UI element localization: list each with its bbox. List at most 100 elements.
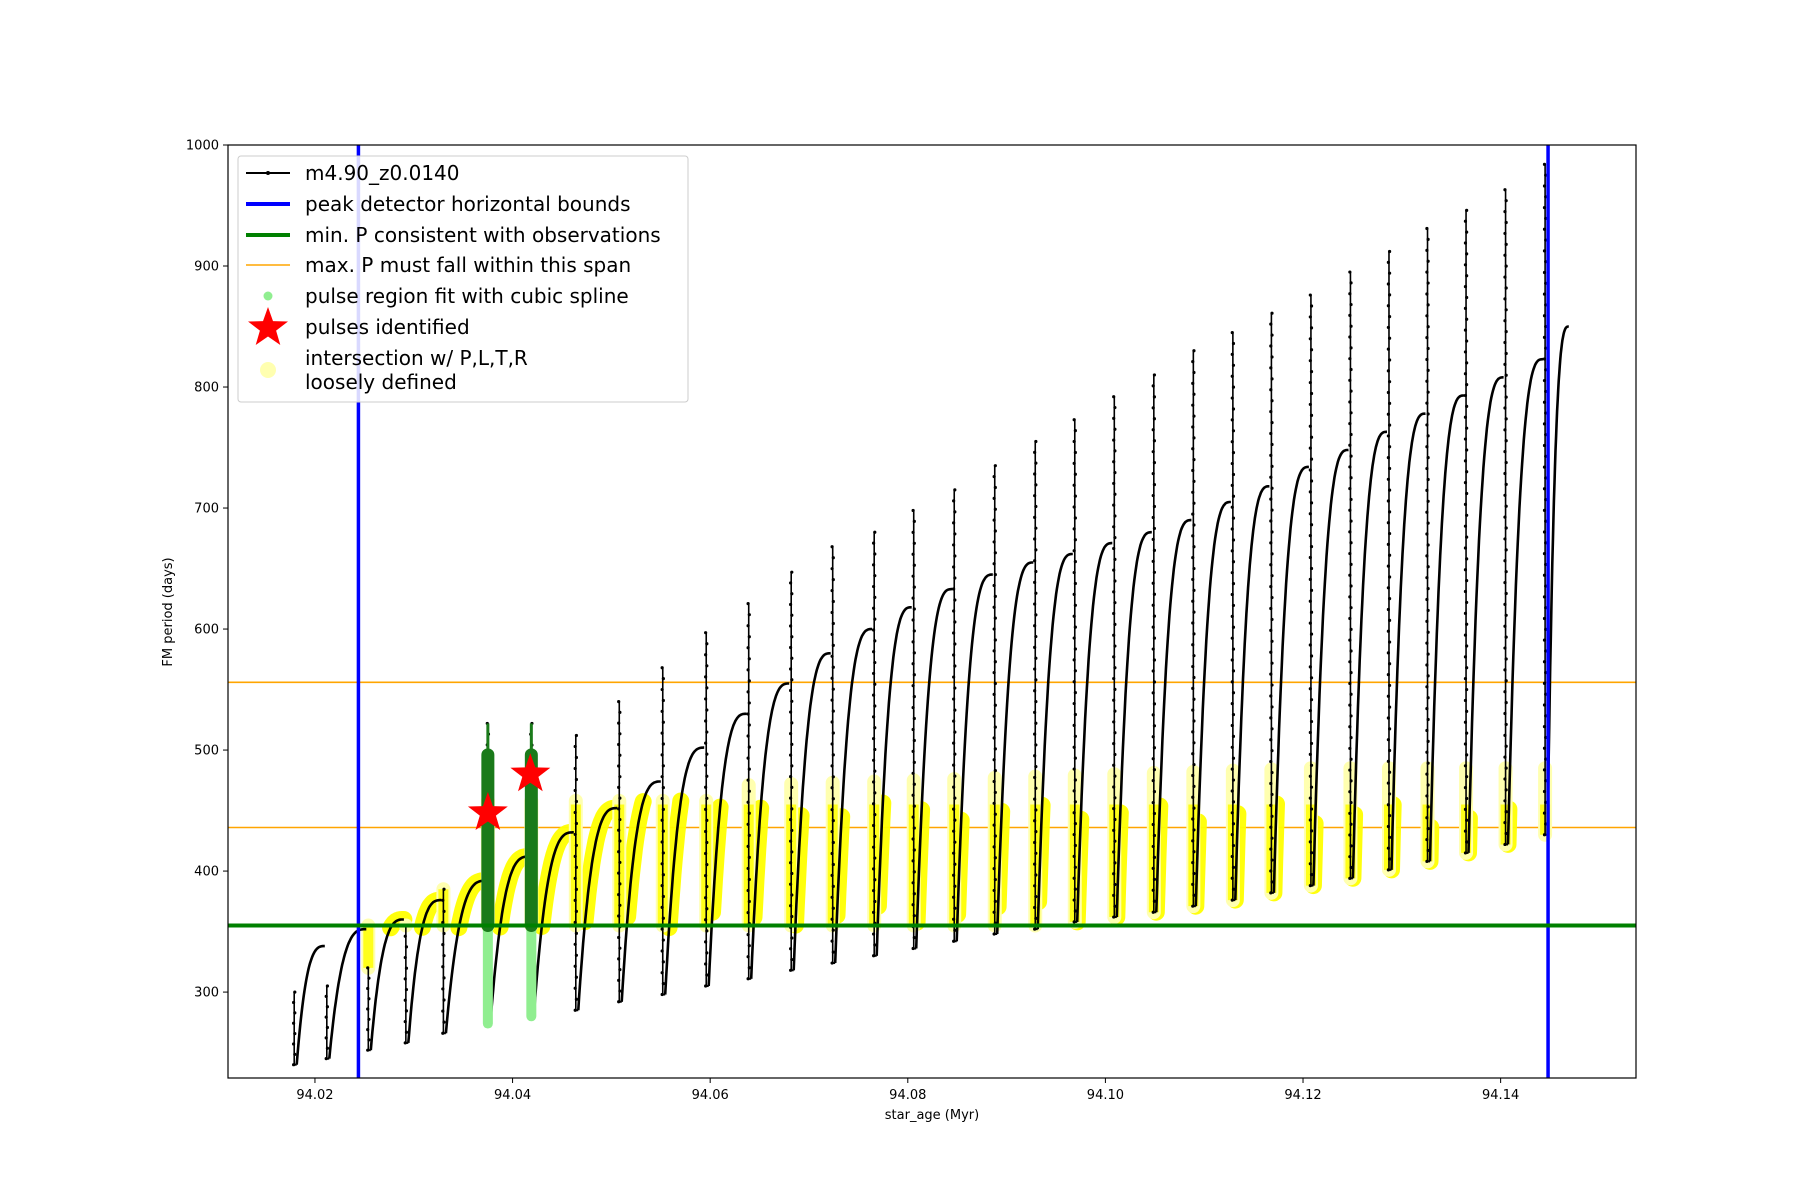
track-point: [1112, 633, 1116, 637]
track-point: [1152, 373, 1157, 377]
track-point: [403, 955, 407, 960]
track-point: [1504, 460, 1508, 465]
track-point: [1151, 910, 1155, 914]
track-point: [952, 763, 956, 767]
track-point: [1386, 325, 1390, 330]
track-point: [1465, 753, 1469, 757]
track-point: [1542, 552, 1547, 556]
track-point: [1309, 479, 1314, 483]
track-point: [831, 840, 835, 845]
track-point: [1033, 689, 1037, 693]
track-point: [574, 975, 579, 979]
track-point: [1425, 401, 1429, 405]
track-point: [1231, 625, 1236, 629]
track-point: [1230, 702, 1234, 706]
track-point: [1308, 862, 1312, 866]
track-point: [1425, 816, 1429, 820]
track-point: [1542, 638, 1547, 642]
track-point: [442, 976, 446, 980]
track-point: [704, 940, 708, 944]
track-point: [873, 856, 877, 860]
track-point: [873, 660, 877, 665]
track-point: [1033, 559, 1037, 563]
track-point: [831, 950, 835, 954]
track-segment: [369, 918, 404, 1051]
track-point: [747, 811, 751, 815]
legend-label: pulses identified: [305, 315, 470, 339]
track-point: [1308, 380, 1312, 385]
track-point: [1152, 526, 1157, 531]
x-tick-label: 94.14: [1482, 1088, 1519, 1103]
track-point: [1230, 789, 1234, 793]
track-point: [1269, 366, 1273, 370]
track-point: [1348, 681, 1352, 686]
track-point: [1503, 493, 1507, 497]
track-point: [1072, 614, 1076, 618]
track-point: [952, 697, 956, 701]
track-point: [1230, 571, 1234, 575]
track-point: [1191, 577, 1195, 582]
track-point: [573, 832, 577, 837]
track-point: [993, 638, 997, 642]
track-point: [1465, 600, 1469, 605]
track-point: [953, 862, 957, 866]
track-point: [1072, 549, 1076, 553]
track-point: [1270, 442, 1274, 447]
track-segment: [707, 712, 747, 987]
track-point: [830, 720, 834, 724]
track-point: [1072, 680, 1076, 684]
track-point: [1034, 764, 1038, 769]
track-point: [1387, 531, 1392, 536]
track-point: [1151, 844, 1155, 849]
track-point: [1151, 515, 1155, 520]
track-point: [1073, 887, 1077, 891]
track-point: [661, 698, 665, 703]
track-point: [789, 645, 793, 650]
track-point: [1387, 705, 1392, 709]
track-point: [1191, 381, 1195, 385]
track-point: [1152, 833, 1157, 838]
track-point: [1191, 534, 1195, 538]
track-point: [1231, 516, 1236, 520]
track-point: [992, 627, 996, 631]
track-point: [1425, 532, 1429, 536]
track-point: [1270, 792, 1274, 797]
track-point: [705, 708, 709, 712]
track-point: [790, 678, 794, 682]
track-point: [1231, 800, 1236, 804]
track-point: [830, 567, 834, 571]
track-point: [1426, 565, 1430, 569]
track-point: [830, 764, 834, 768]
track-point: [953, 906, 957, 910]
track-point: [911, 508, 915, 513]
track-point: [1542, 270, 1547, 275]
track-point: [1308, 840, 1312, 844]
track-point: [992, 692, 996, 696]
track-point: [1349, 281, 1353, 285]
track-point: [953, 708, 957, 712]
track-point: [1425, 510, 1429, 514]
track-point: [831, 928, 835, 932]
track-point: [1152, 570, 1157, 574]
track-point: [1426, 827, 1430, 831]
track-point: [1308, 424, 1312, 428]
track-point: [911, 903, 915, 907]
track-point: [1309, 610, 1314, 614]
track-point: [1073, 712, 1077, 717]
track-point: [1465, 557, 1469, 561]
track-point: [953, 796, 957, 800]
track-point: [1230, 483, 1234, 487]
track-point: [618, 732, 622, 736]
track-point: [1269, 497, 1273, 501]
track-point: [660, 927, 664, 931]
track-point: [1504, 613, 1508, 617]
track-point: [1387, 835, 1392, 839]
track-point: [441, 898, 445, 902]
track-point: [1348, 443, 1352, 447]
track-point: [830, 939, 834, 943]
track-point: [1348, 616, 1352, 621]
track-point: [1033, 515, 1037, 519]
track-point: [1465, 666, 1469, 670]
